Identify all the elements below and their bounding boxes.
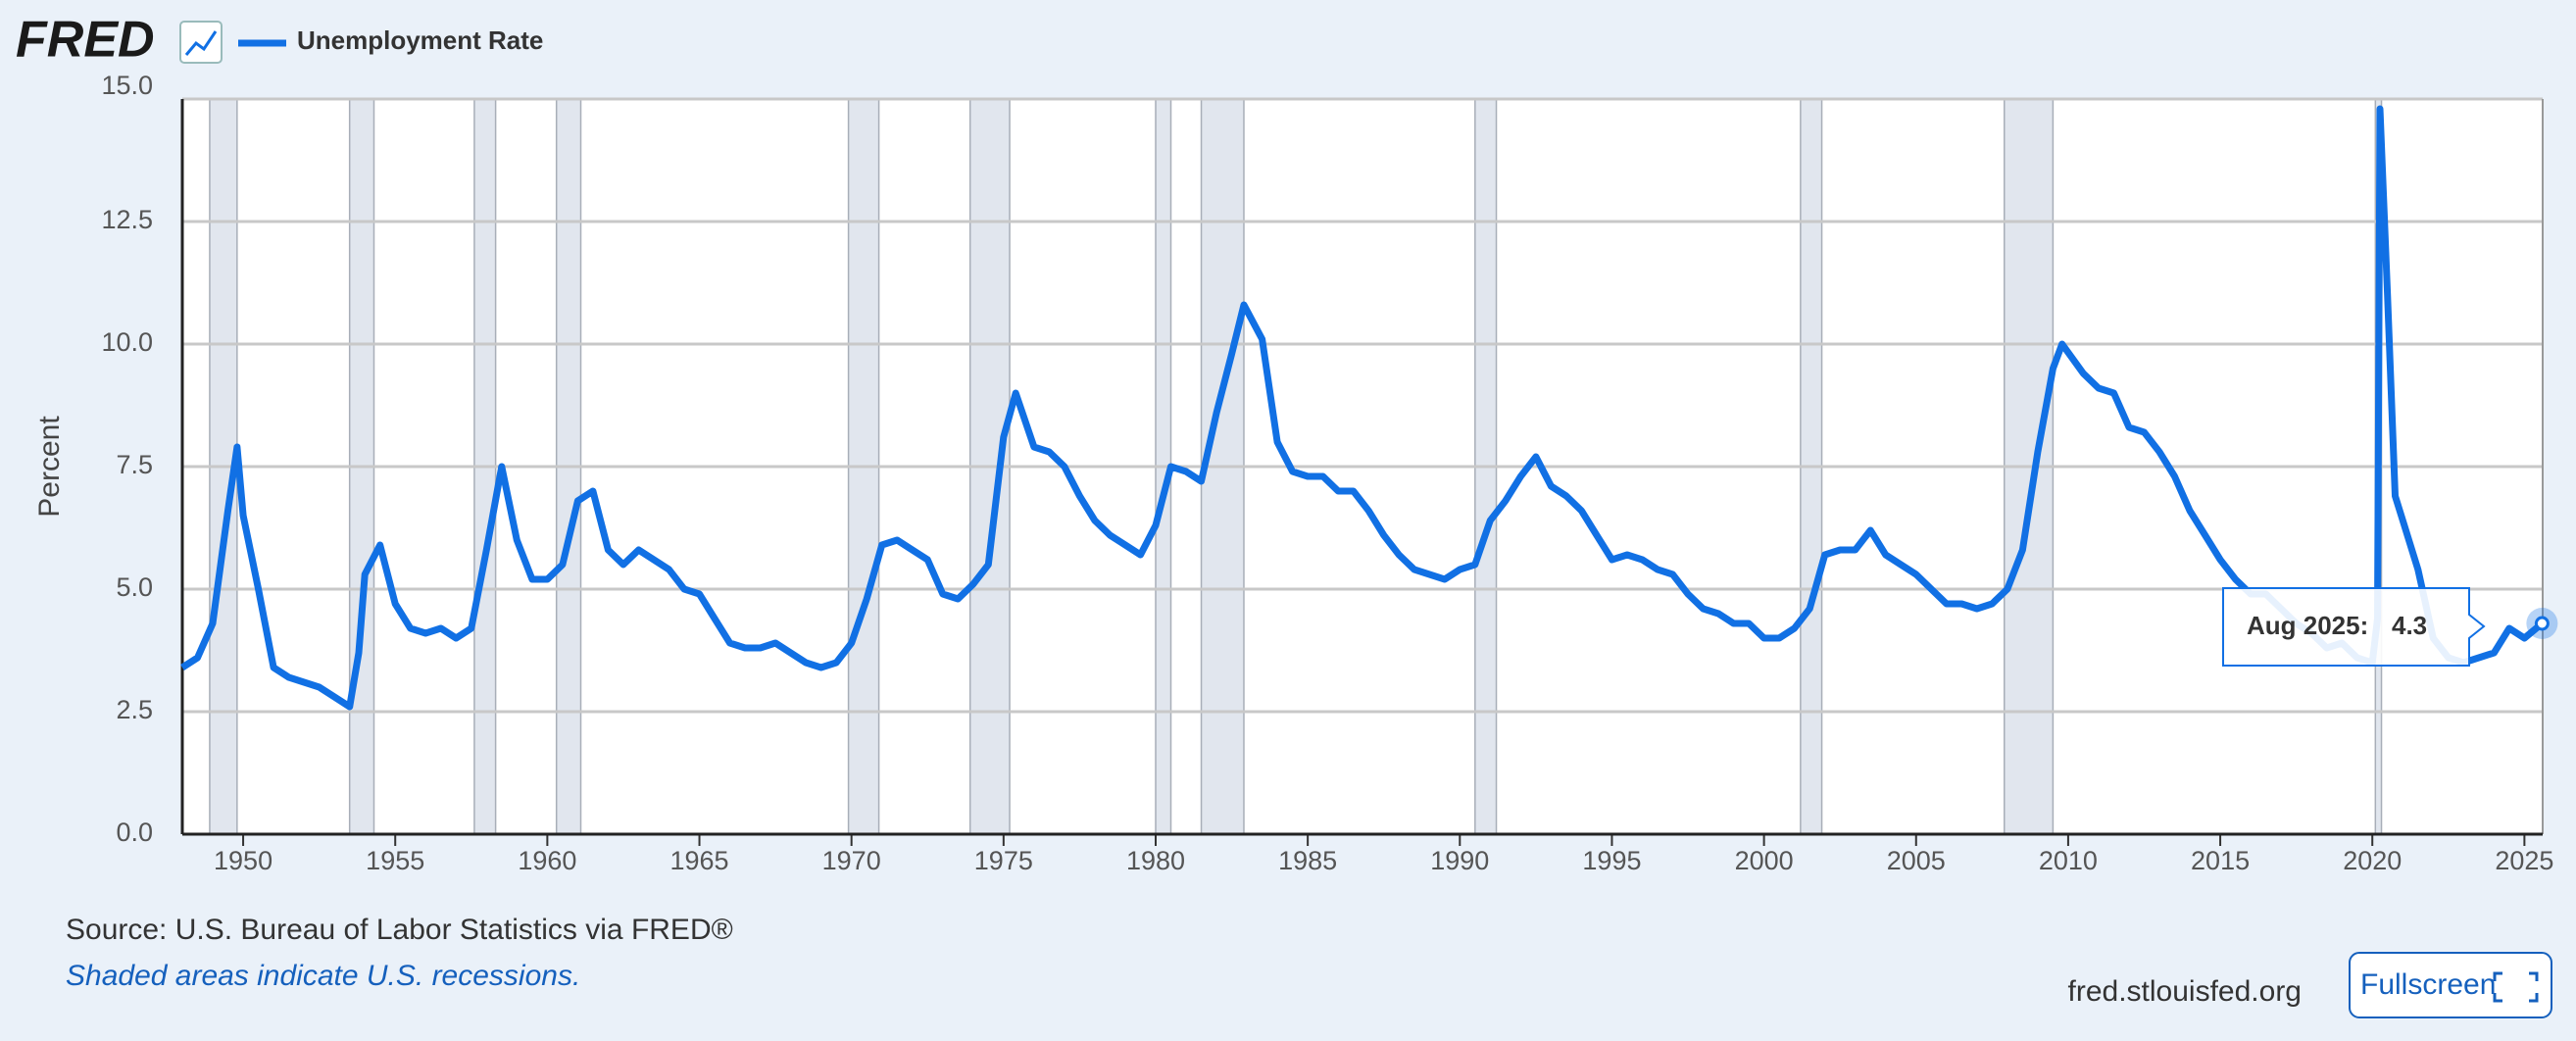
tooltip-value: 4.3 xyxy=(2392,611,2427,640)
x-tick-label: 1965 xyxy=(669,846,728,875)
x-tick-label: 2015 xyxy=(2191,846,2250,875)
x-tick-label: 1995 xyxy=(1582,846,1641,875)
x-tick-label: 1980 xyxy=(1126,846,1185,875)
x-tick-label: 1975 xyxy=(974,846,1033,875)
note: Shaded areas indicate U.S. recessions. xyxy=(66,960,580,992)
x-tick-label: 1985 xyxy=(1278,846,1337,875)
legend-label: Unemployment Rate xyxy=(297,25,543,55)
logo-icon xyxy=(179,21,223,64)
y-tick-label: 10.0 xyxy=(101,327,153,357)
hover-point xyxy=(2534,616,2550,631)
tooltip-box xyxy=(2222,587,2486,667)
y-tick-label: 2.5 xyxy=(116,695,153,724)
x-tick-label: 2000 xyxy=(1735,846,1794,875)
tooltip-label: Aug 2025: xyxy=(2247,611,2368,640)
x-tick-label: 1960 xyxy=(518,846,576,875)
site: fred.stlouisfed.org xyxy=(2068,975,2302,1008)
fullscreen-label[interactable]: Fullscreen xyxy=(2360,968,2496,1001)
series-line xyxy=(180,105,2545,711)
source: Source: U.S. Bureau of Labor Statistics … xyxy=(66,914,733,946)
y-tick-label: 7.5 xyxy=(116,450,153,479)
x-tick-label: 1955 xyxy=(366,846,424,875)
x-tick-label: 2005 xyxy=(1887,846,1946,875)
y-tick-label: 0.0 xyxy=(116,818,153,847)
y-tick-label: 12.5 xyxy=(101,205,153,234)
x-tick-label: 2010 xyxy=(2039,846,2098,875)
logo: FRED xyxy=(16,12,155,69)
x-tick-label: 1970 xyxy=(822,846,881,875)
x-tick-label: 1990 xyxy=(1430,846,1489,875)
y-tick-label: 5.0 xyxy=(116,572,153,602)
y-tick-label: 15.0 xyxy=(101,71,153,100)
fullscreen-icon[interactable] xyxy=(2493,971,2539,1003)
x-tick-label: 1950 xyxy=(214,846,272,875)
y-axis-label: Percent xyxy=(33,416,66,518)
logo-icon-line xyxy=(184,30,218,56)
x-tick-label: 2025 xyxy=(2495,846,2553,875)
x-tick-label: 2020 xyxy=(2343,846,2402,875)
